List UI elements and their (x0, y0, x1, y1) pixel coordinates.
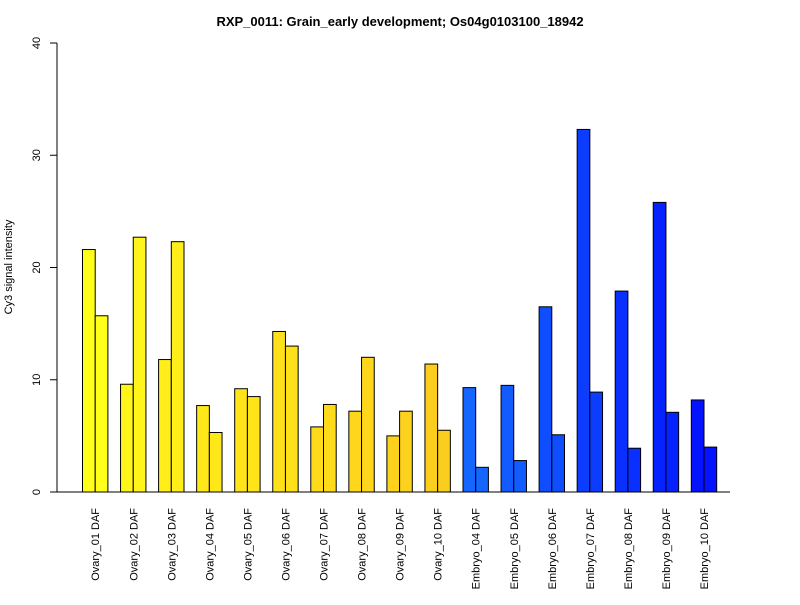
bar-b (361, 356, 375, 493)
x-tick-label: Embryo_07 DAF (585, 508, 597, 590)
bar-b (246, 396, 261, 493)
bar-b (665, 411, 680, 493)
bar-a (310, 426, 324, 493)
y-tick-label: 20 (31, 261, 43, 273)
x-tick-label: Ovary_01 DAF (90, 508, 102, 581)
x-tick-label: Embryo_09 DAF (661, 508, 673, 590)
bar-a (386, 435, 401, 493)
bar-a (82, 249, 96, 493)
bar-a (614, 290, 629, 493)
x-tick-label: Ovary_10 DAF (433, 508, 445, 581)
chart-title: RXP_0011: Grain_early development; Os04g… (216, 14, 583, 29)
bar-b (703, 446, 718, 493)
y-tick-label: 30 (31, 149, 43, 161)
bar-a (652, 201, 667, 493)
x-tick-label: Ovary_08 DAF (357, 508, 369, 581)
x-tick-label: Ovary_09 DAF (395, 508, 407, 581)
x-tick-label: Ovary_04 DAF (204, 508, 216, 581)
y-axis: 0 10 20 30 40 (31, 37, 58, 495)
bar-b (132, 236, 147, 493)
bars (82, 128, 718, 493)
bar-b (284, 345, 299, 493)
bar-a (424, 363, 439, 493)
bar-a (158, 359, 172, 493)
bar-b (399, 410, 413, 493)
x-tick-label: Embryo_05 DAF (509, 508, 521, 590)
x-tick-label: Ovary_05 DAF (242, 508, 254, 581)
bar-b (475, 466, 489, 493)
x-tick-label: Embryo_08 DAF (623, 508, 635, 590)
bar-a (348, 410, 363, 493)
bar-b (323, 403, 337, 493)
bar-a (196, 405, 210, 493)
y-tick-label: 40 (31, 37, 43, 49)
bar-a (234, 388, 248, 493)
bar-a (120, 383, 134, 493)
y-tick-label: 0 (31, 489, 43, 495)
x-tick-labels: Ovary_01 DAF Ovary_02 DAF Ovary_03 DAF Ovar… (90, 508, 711, 590)
bar-b (437, 429, 451, 493)
bar-b (589, 391, 604, 493)
x-tick-label: Ovary_07 DAF (319, 508, 331, 581)
x-tick-label: Embryo_06 DAF (547, 508, 559, 590)
bar-a (462, 387, 477, 493)
x-tick-label: Ovary_03 DAF (166, 508, 178, 581)
x-tick-label: Ovary_02 DAF (128, 508, 140, 581)
bar-b (94, 315, 109, 493)
bar-b (627, 447, 642, 493)
bar-a (272, 330, 286, 493)
bar-b (551, 434, 565, 493)
x-tick-label: Ovary_06 DAF (280, 508, 292, 581)
x-tick-label: Embryo_10 DAF (699, 508, 711, 590)
bar-b (513, 460, 527, 493)
x-tick-label: Embryo_04 DAF (471, 508, 483, 590)
bar-b (208, 432, 223, 493)
y-axis-label: Cy3 signal intensity (3, 219, 15, 314)
y-tick-label: 10 (31, 374, 43, 386)
bar-a (538, 306, 553, 493)
bar-b (170, 241, 185, 493)
bar-a (690, 399, 705, 493)
bar-a (576, 128, 591, 493)
bar-a (500, 384, 515, 493)
